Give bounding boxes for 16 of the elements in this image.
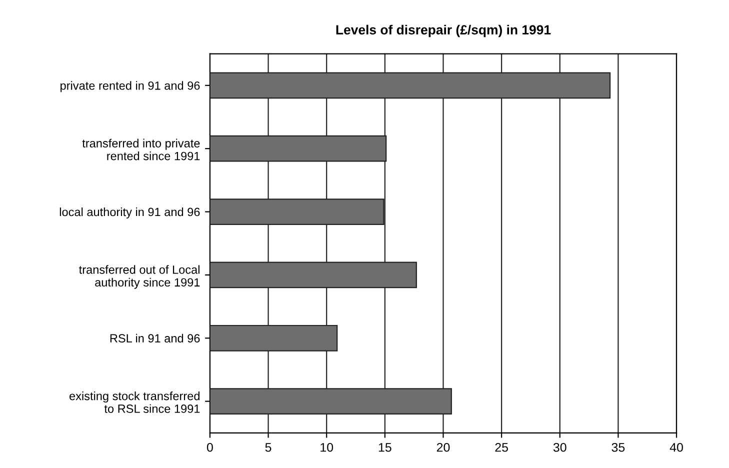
x-tick-label: 20 [436, 442, 450, 452]
x-tick-label: 15 [378, 443, 392, 452]
x-tick-label: 40 [670, 442, 683, 452]
y-tick-label: RSL in 91 and 96 [110, 334, 200, 343]
y-tick-label: transferred out of Local authority since 1991 [79, 265, 200, 289]
x-tick-label: 10 [320, 442, 334, 452]
chart-title: Levels of disrepair (£/sqm) in 1991 [336, 24, 551, 38]
y-tick-label: private rented in 91 and 96 [60, 81, 200, 92]
x-tick-label: 0 [206, 442, 213, 452]
x-tick-label: 5 [265, 443, 272, 452]
x-tick-label: 35 [612, 442, 625, 452]
y-tick-label: local authority in 91 and 96 [60, 207, 200, 218]
y-tick-label: transferred into private rented since 1991 [82, 138, 200, 160]
y-tick-label: existing stock transferred to RSL since 1991 [70, 392, 200, 413]
x-tick-label: 30 [553, 442, 566, 452]
x-tick-label: 25 [495, 442, 508, 452]
